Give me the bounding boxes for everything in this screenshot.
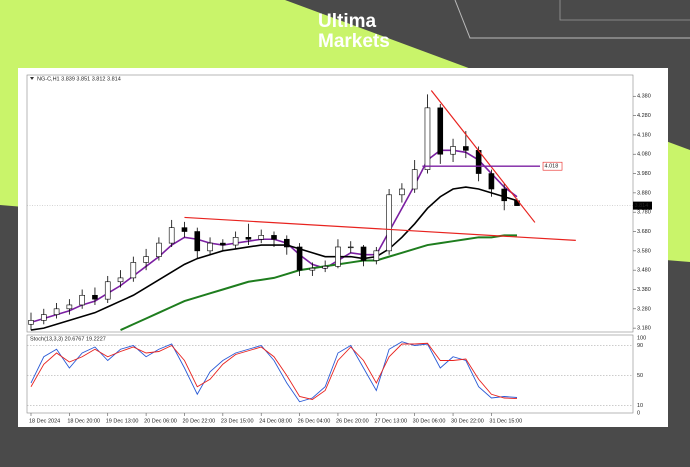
y-tick-label: 4.080	[637, 152, 651, 158]
indicator-tick-label: 50	[637, 373, 643, 379]
candle-body	[245, 237, 252, 240]
logo-bar	[292, 16, 299, 30]
y-tick-label: 3.680	[637, 229, 651, 235]
indicator-tick-label: 90	[637, 343, 643, 349]
x-tick-label: 18 Dec 20:00	[67, 418, 100, 424]
candle-body	[463, 146, 469, 151]
x-tick-label: 30 Dec 06:00	[413, 418, 446, 424]
candle-body	[450, 146, 456, 155]
candle-body	[501, 188, 508, 202]
candle-body	[360, 246, 367, 261]
y-tick-label: 3.580	[637, 248, 651, 254]
trendline	[184, 216, 576, 242]
candle-body	[424, 107, 431, 170]
candle-body	[373, 250, 380, 261]
candle-body	[92, 294, 98, 300]
brand-line: Ultima	[318, 11, 377, 32]
indicator-tick-label: 100	[637, 335, 646, 341]
candle-body	[283, 238, 290, 248]
candle-body	[66, 304, 73, 310]
candle-body	[181, 227, 188, 232]
candle-body	[220, 242, 226, 246]
candle-body	[28, 320, 34, 325]
candle-body	[437, 107, 444, 155]
x-tick-label: 23 Dec 15:00	[221, 418, 254, 424]
y-tick-label: 4.280	[637, 113, 651, 119]
indicator-tick-label: 0	[637, 410, 640, 416]
y-tick-label: 4.380	[637, 94, 651, 100]
x-tick-label: 20 Dec 22:00	[182, 418, 215, 424]
x-tick-label: 24 Dec 08:00	[259, 418, 292, 424]
candle-body	[488, 173, 495, 190]
decor-line	[454, 0, 690, 39]
x-tick-label: 26 Dec 20:00	[336, 418, 369, 424]
candle-body	[258, 235, 265, 240]
brand-line: Markets	[318, 31, 390, 52]
candle-body	[335, 246, 341, 267]
candle-body	[40, 314, 47, 321]
level-label: 4.018	[545, 164, 559, 170]
candle-body	[168, 227, 175, 244]
x-tick-label: 26 Dec 04:00	[298, 418, 331, 424]
y-tick-label: 3.380	[637, 287, 651, 293]
candle-body	[194, 231, 201, 252]
candle-body	[117, 277, 124, 283]
y-tick-label: 3.180	[637, 326, 651, 332]
x-tick-label: 30 Dec 22:00	[451, 418, 484, 424]
candle-body	[104, 281, 111, 300]
x-tick-label: 31 Dec 15:00	[489, 418, 522, 424]
candle-body	[130, 262, 137, 279]
candle-body	[143, 256, 149, 263]
x-tick-label: 20 Dec 06:00	[144, 418, 177, 424]
current-price-label: 3.814	[635, 203, 649, 209]
candle-body	[386, 194, 392, 252]
candle-body	[347, 246, 354, 249]
candle-body	[156, 242, 162, 257]
candle-body	[271, 235, 277, 240]
candle-body	[322, 266, 328, 269]
candle-body	[53, 308, 60, 315]
y-tick-label: 3.980	[637, 171, 651, 177]
trendline	[430, 90, 536, 223]
indicator-title: Stoch(13,3,3) 20.6767 19.2227	[30, 336, 106, 342]
candle-body	[296, 246, 303, 271]
candle-body	[399, 188, 405, 196]
chart-panel	[18, 68, 668, 427]
x-tick-label: 19 Dec 13:00	[106, 418, 139, 424]
moving-average	[120, 234, 517, 331]
candle-body	[411, 169, 418, 190]
indicator-plot	[26, 334, 634, 414]
y-tick-label: 3.780	[637, 210, 651, 216]
logo-bar	[302, 22, 309, 46]
indicator-tick-label: 10	[637, 403, 643, 409]
y-tick-label: 3.880	[637, 190, 651, 196]
current-price-box	[633, 201, 652, 210]
y-tick-label: 4.180	[637, 132, 651, 138]
chart-header: NG-C,H1 3.839 3.851 3.812 3.814	[37, 76, 121, 82]
candle-body	[79, 294, 85, 306]
candle-body	[309, 267, 316, 271]
decor-line	[559, 0, 690, 21]
y-tick-label: 3.480	[637, 268, 651, 274]
stochastic-line	[30, 341, 518, 403]
menu-icon	[30, 77, 34, 80]
x-tick-label: 18 Dec 2024	[29, 418, 60, 424]
y-tick-label: 3.280	[637, 306, 651, 312]
stochastic-line	[30, 342, 518, 400]
candle-body	[232, 237, 239, 246]
level-label-box	[542, 161, 563, 171]
x-tick-label: 27 Dec 13:00	[374, 418, 407, 424]
candle-body	[207, 242, 213, 252]
